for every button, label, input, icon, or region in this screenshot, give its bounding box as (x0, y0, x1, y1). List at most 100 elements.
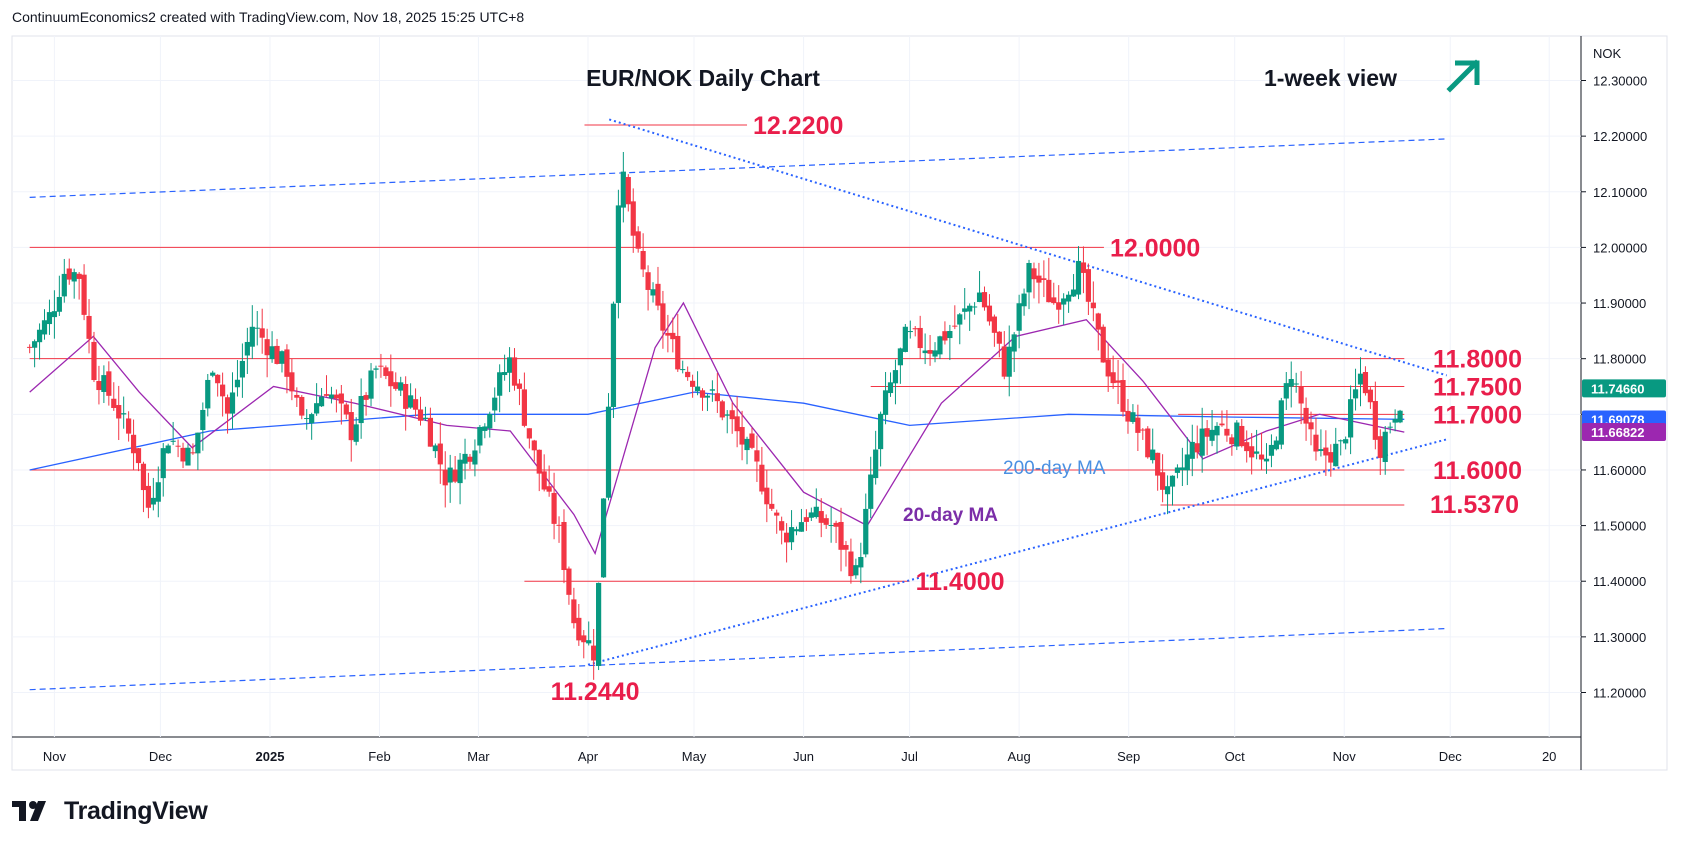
level-label: 11.8000 (1433, 346, 1522, 374)
candle-body (685, 371, 691, 378)
price-tag-box (1582, 379, 1666, 398)
candle-body (1110, 372, 1116, 384)
level-label: 11.5370 (1430, 491, 1519, 519)
candle-body (1095, 313, 1101, 330)
candle-body (274, 345, 280, 364)
candle-body (828, 525, 834, 527)
candle-body (556, 524, 562, 526)
candle-body (838, 521, 844, 550)
candle-body (912, 328, 918, 330)
candle-body (1105, 359, 1111, 377)
candle-body (116, 405, 122, 419)
candle-body (224, 397, 231, 414)
candle-body (314, 403, 320, 414)
candle-body (591, 645, 597, 661)
candle-body (724, 414, 730, 416)
candle-body (1283, 383, 1289, 399)
candle-body (813, 506, 819, 518)
candle-body (1372, 401, 1378, 440)
candle-body (41, 320, 48, 335)
candle-body (536, 449, 542, 474)
candle-body (264, 339, 270, 356)
candle-body (1001, 346, 1007, 377)
chart-subtitle: 1-week view (1264, 65, 1397, 91)
tradingview-logo-icon[interactable] (12, 799, 56, 823)
x-tick-label: 20 (1542, 749, 1556, 764)
candle-body (1041, 278, 1047, 280)
candle-body (368, 370, 374, 399)
candle-body (1268, 444, 1275, 456)
candle-body (81, 274, 87, 315)
candle-body (650, 289, 656, 296)
candle-body (774, 512, 780, 516)
y-tick-label: 11.40000 (1593, 574, 1646, 589)
candle-body (744, 438, 750, 451)
y-tick-label: 11.30000 (1593, 630, 1646, 645)
candle-body (769, 503, 775, 509)
candle-body (393, 382, 399, 389)
candle-body (694, 386, 701, 392)
y-tick-label: 12.20000 (1593, 129, 1647, 144)
candle-body (878, 413, 884, 450)
candle-body (981, 292, 988, 308)
price-tag-label: 11.74660 (1591, 381, 1645, 396)
candle-body (798, 522, 805, 532)
candle-body (1382, 431, 1388, 462)
candle-body (1021, 293, 1027, 307)
candle-body (1288, 379, 1294, 387)
x-tick-label: Jul (901, 749, 918, 764)
candle-body (675, 335, 681, 370)
candle-body (1347, 399, 1354, 438)
candle-body (937, 336, 943, 355)
candle-body (546, 486, 552, 492)
candle-body (135, 448, 142, 464)
candle-body (1075, 260, 1082, 295)
candle-body (71, 272, 77, 282)
candle-body (1219, 423, 1225, 426)
candle-body (586, 640, 592, 644)
candle-body (1333, 443, 1339, 467)
candle-body (680, 369, 686, 371)
candle-body (967, 305, 973, 312)
candle-body (56, 296, 62, 312)
candle-body (1253, 451, 1260, 454)
candle-body (1026, 262, 1032, 293)
candle-body (818, 511, 824, 523)
candle-body (803, 517, 809, 522)
candle-body (467, 456, 473, 462)
candle-body (947, 330, 953, 339)
candle-body (155, 482, 161, 502)
candle-body (1328, 452, 1334, 463)
candle-body (1194, 443, 1200, 453)
candle-body (412, 399, 419, 410)
candle-body (289, 372, 295, 392)
candle-body (784, 532, 790, 543)
brand-name[interactable]: TradingView (64, 796, 208, 825)
candle-body (976, 292, 983, 302)
candle-body (1303, 407, 1309, 424)
candle-body (1273, 440, 1279, 450)
candle-body (1209, 429, 1215, 441)
ma200-line (29, 391, 1405, 471)
candle-body (1125, 410, 1131, 422)
candle-body (487, 413, 493, 429)
candle-body (1387, 426, 1393, 428)
candle-body (1135, 417, 1141, 433)
candle-body (1155, 452, 1161, 476)
candle-body (1278, 400, 1284, 445)
candle-body (808, 512, 814, 518)
candle-body (66, 268, 72, 280)
candle-body (318, 396, 325, 407)
candle-body (165, 445, 171, 454)
candle-body (561, 521, 567, 571)
candle-body (823, 518, 829, 525)
candle-body (788, 527, 795, 543)
ma20-line (29, 301, 1405, 556)
candle-body (185, 447, 191, 466)
candle-body (1338, 440, 1344, 442)
level-label: 11.2440 (551, 678, 640, 706)
candle-body (398, 382, 404, 391)
x-tick-label: Sep (1117, 749, 1140, 764)
candle-body (793, 529, 800, 532)
